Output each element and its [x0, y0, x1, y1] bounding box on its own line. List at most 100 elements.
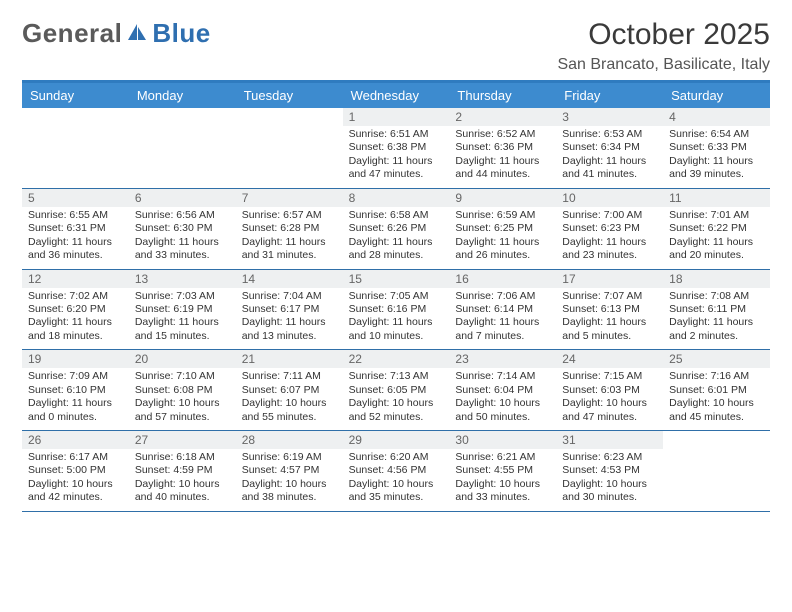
sunset-text: Sunset: 5:00 PM — [28, 464, 123, 477]
sunrise-text: Sunrise: 7:07 AM — [562, 290, 657, 303]
day-number — [236, 108, 343, 126]
day-cell: Sunrise: 7:07 AMSunset: 6:13 PMDaylight:… — [556, 288, 663, 350]
header: General Blue October 2025 San Brancato, … — [22, 18, 770, 74]
sunrise-text: Sunrise: 6:52 AM — [455, 128, 550, 141]
sunrise-text: Sunrise: 7:00 AM — [562, 209, 657, 222]
day-cell: Sunrise: 6:58 AMSunset: 6:26 PMDaylight:… — [343, 207, 450, 269]
daylight-text: Daylight: 11 hours — [349, 155, 444, 168]
sunrise-text: Sunrise: 7:01 AM — [669, 209, 764, 222]
day-number: 28 — [236, 431, 343, 449]
daylight-text: and 13 minutes. — [242, 330, 337, 343]
sunrise-text: Sunrise: 7:15 AM — [562, 370, 657, 383]
sunrise-text: Sunrise: 6:57 AM — [242, 209, 337, 222]
sunset-text: Sunset: 6:13 PM — [562, 303, 657, 316]
dow-tuesday: Tuesday — [236, 83, 343, 108]
dow-wednesday: Wednesday — [343, 83, 450, 108]
location: San Brancato, Basilicate, Italy — [557, 56, 770, 74]
day-cell: Sunrise: 6:23 AMSunset: 4:53 PMDaylight:… — [556, 449, 663, 511]
sunset-text: Sunset: 6:20 PM — [28, 303, 123, 316]
weeks-container: 1234Sunrise: 6:51 AMSunset: 6:38 PMDayli… — [22, 108, 770, 512]
day-number: 3 — [556, 108, 663, 126]
daylight-text: Daylight: 11 hours — [562, 155, 657, 168]
sunrise-text: Sunrise: 6:17 AM — [28, 451, 123, 464]
daylight-text: Daylight: 11 hours — [455, 236, 550, 249]
sunrise-text: Sunrise: 6:21 AM — [455, 451, 550, 464]
day-number: 26 — [22, 431, 129, 449]
daylight-text: and 31 minutes. — [242, 249, 337, 262]
dow-sunday: Sunday — [22, 83, 129, 108]
day-cell: Sunrise: 7:01 AMSunset: 6:22 PMDaylight:… — [663, 207, 770, 269]
sunset-text: Sunset: 6:31 PM — [28, 222, 123, 235]
day-cell: Sunrise: 7:06 AMSunset: 6:14 PMDaylight:… — [449, 288, 556, 350]
day-cell: Sunrise: 6:18 AMSunset: 4:59 PMDaylight:… — [129, 449, 236, 511]
sunset-text: Sunset: 6:05 PM — [349, 384, 444, 397]
daylight-text: Daylight: 10 hours — [28, 478, 123, 491]
sunrise-text: Sunrise: 6:20 AM — [349, 451, 444, 464]
logo-text-2: Blue — [152, 18, 210, 49]
day-number: 13 — [129, 270, 236, 288]
day-number: 20 — [129, 350, 236, 368]
day-number: 27 — [129, 431, 236, 449]
sunset-text: Sunset: 4:55 PM — [455, 464, 550, 477]
sunset-text: Sunset: 6:17 PM — [242, 303, 337, 316]
sunset-text: Sunset: 6:16 PM — [349, 303, 444, 316]
sunset-text: Sunset: 6:03 PM — [562, 384, 657, 397]
sunset-text: Sunset: 4:57 PM — [242, 464, 337, 477]
daylight-text: Daylight: 11 hours — [669, 236, 764, 249]
month-title: October 2025 — [557, 18, 770, 52]
daylight-text: and 44 minutes. — [455, 168, 550, 181]
daylight-text: and 33 minutes. — [135, 249, 230, 262]
day-number: 9 — [449, 189, 556, 207]
sunset-text: Sunset: 4:56 PM — [349, 464, 444, 477]
day-of-week-header: Sunday Monday Tuesday Wednesday Thursday… — [22, 83, 770, 108]
daylight-text: and 41 minutes. — [562, 168, 657, 181]
day-cell: Sunrise: 7:00 AMSunset: 6:23 PMDaylight:… — [556, 207, 663, 269]
daylight-text: Daylight: 11 hours — [28, 236, 123, 249]
day-cell — [129, 126, 236, 188]
day-cell: Sunrise: 7:13 AMSunset: 6:05 PMDaylight:… — [343, 368, 450, 430]
sunset-text: Sunset: 6:14 PM — [455, 303, 550, 316]
sunset-text: Sunset: 6:19 PM — [135, 303, 230, 316]
daylight-text: Daylight: 11 hours — [28, 316, 123, 329]
daylight-text: and 35 minutes. — [349, 491, 444, 504]
sunset-text: Sunset: 6:11 PM — [669, 303, 764, 316]
sunrise-text: Sunrise: 6:23 AM — [562, 451, 657, 464]
sunrise-text: Sunrise: 7:04 AM — [242, 290, 337, 303]
day-number — [22, 108, 129, 126]
day-number: 1 — [343, 108, 450, 126]
sunrise-text: Sunrise: 7:05 AM — [349, 290, 444, 303]
day-cell: Sunrise: 6:19 AMSunset: 4:57 PMDaylight:… — [236, 449, 343, 511]
sunrise-text: Sunrise: 7:06 AM — [455, 290, 550, 303]
daylight-text: and 47 minutes. — [349, 168, 444, 181]
day-number: 19 — [22, 350, 129, 368]
logo: General Blue — [22, 18, 211, 49]
daylight-text: and 26 minutes. — [455, 249, 550, 262]
sunset-text: Sunset: 6:23 PM — [562, 222, 657, 235]
daylight-text: Daylight: 11 hours — [455, 316, 550, 329]
daylight-text: and 38 minutes. — [242, 491, 337, 504]
day-number: 18 — [663, 270, 770, 288]
day-cell: Sunrise: 7:14 AMSunset: 6:04 PMDaylight:… — [449, 368, 556, 430]
day-number: 6 — [129, 189, 236, 207]
day-cell: Sunrise: 7:09 AMSunset: 6:10 PMDaylight:… — [22, 368, 129, 430]
sunrise-text: Sunrise: 7:03 AM — [135, 290, 230, 303]
day-cell: Sunrise: 6:57 AMSunset: 6:28 PMDaylight:… — [236, 207, 343, 269]
daylight-text: Daylight: 10 hours — [242, 397, 337, 410]
daylight-text: Daylight: 10 hours — [455, 397, 550, 410]
daylight-text: and 7 minutes. — [455, 330, 550, 343]
sunset-text: Sunset: 6:38 PM — [349, 141, 444, 154]
day-number: 31 — [556, 431, 663, 449]
daylight-text: and 55 minutes. — [242, 411, 337, 424]
daylight-text: and 50 minutes. — [455, 411, 550, 424]
sunrise-text: Sunrise: 6:59 AM — [455, 209, 550, 222]
day-number: 24 — [556, 350, 663, 368]
sunset-text: Sunset: 6:26 PM — [349, 222, 444, 235]
daylight-text: and 23 minutes. — [562, 249, 657, 262]
day-number: 17 — [556, 270, 663, 288]
sunset-text: Sunset: 6:30 PM — [135, 222, 230, 235]
daylight-text: and 52 minutes. — [349, 411, 444, 424]
day-cell — [663, 449, 770, 511]
sunset-text: Sunset: 6:28 PM — [242, 222, 337, 235]
week-row: 262728293031Sunrise: 6:17 AMSunset: 5:00… — [22, 431, 770, 512]
sunrise-text: Sunrise: 6:54 AM — [669, 128, 764, 141]
